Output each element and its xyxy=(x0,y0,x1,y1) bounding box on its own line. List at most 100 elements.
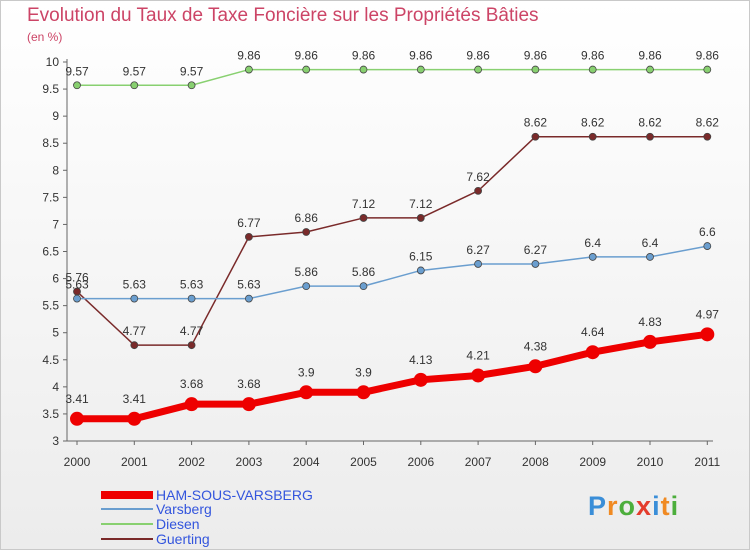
data-label: 4.83 xyxy=(638,315,662,329)
data-label: 6.4 xyxy=(584,236,601,250)
data-point xyxy=(528,359,543,374)
data-point xyxy=(359,282,368,291)
data-label: 6.27 xyxy=(466,243,490,257)
x-tick-label: 2004 xyxy=(293,455,320,469)
chart-title: Evolution du Taux de Taxe Foncière sur l… xyxy=(27,5,539,26)
y-tick-label: 4 xyxy=(52,380,59,394)
data-label: 8.62 xyxy=(524,116,548,130)
legend-label: Varsberg xyxy=(156,500,212,517)
logo-letter: i xyxy=(670,491,680,521)
legend-swatch xyxy=(101,507,153,510)
data-label: 9.86 xyxy=(237,49,261,63)
data-point xyxy=(241,397,256,412)
x-tick-label: 2002 xyxy=(178,455,205,469)
legend-label: HAM-SOUS-VARSBERG xyxy=(156,486,313,503)
data-point xyxy=(531,132,540,141)
data-point xyxy=(299,385,314,400)
data-label: 9.57 xyxy=(65,64,89,78)
data-point xyxy=(643,334,657,349)
x-tick-label: 2001 xyxy=(121,455,148,469)
data-point xyxy=(356,385,371,400)
legend-item-diesen: Diesen xyxy=(101,516,200,532)
data-point xyxy=(70,411,84,426)
data-label: 6.27 xyxy=(524,243,548,257)
y-tick-label: 3 xyxy=(52,434,59,448)
y-tick-label: 3.5 xyxy=(42,407,59,421)
data-label: 9.86 xyxy=(466,49,490,63)
data-point xyxy=(359,214,368,222)
data-label: 8.62 xyxy=(581,116,605,130)
x-tick-label: 2006 xyxy=(407,455,434,469)
x-tick-label: 2007 xyxy=(465,455,492,469)
data-label: 3.9 xyxy=(355,365,372,379)
data-point xyxy=(703,132,712,141)
x-tick-label: 2011 xyxy=(694,455,720,469)
y-tick-label: 5 xyxy=(52,326,59,340)
data-point xyxy=(531,65,540,74)
data-label: 5.86 xyxy=(352,265,376,279)
x-tick-label: 2003 xyxy=(236,455,263,469)
data-label: 7.12 xyxy=(409,197,433,211)
data-point xyxy=(127,411,142,426)
y-tick-label: 6.5 xyxy=(42,245,59,259)
data-point xyxy=(130,81,139,90)
y-tick-label: 9.5 xyxy=(42,82,59,96)
data-label: 5.63 xyxy=(180,278,204,292)
data-label: 6.77 xyxy=(237,216,261,230)
y-tick-label: 4.5 xyxy=(42,353,59,367)
data-point xyxy=(416,266,425,275)
y-tick-label: 7.5 xyxy=(42,190,59,204)
data-label: 7.12 xyxy=(352,197,376,211)
data-point xyxy=(413,372,428,387)
data-label: 9.86 xyxy=(295,49,319,63)
data-point xyxy=(187,294,196,303)
legend-label: Guerting xyxy=(156,530,210,547)
data-point xyxy=(700,327,715,342)
data-point xyxy=(130,341,139,350)
data-point xyxy=(302,65,311,74)
data-point xyxy=(531,260,540,268)
legend-item-varsberg: Varsberg xyxy=(101,500,212,517)
legend-item-ham-sous-varsberg: HAM-SOUS-VARSBERG xyxy=(101,486,313,503)
legend-swatch xyxy=(101,490,153,499)
data-label: 5.63 xyxy=(123,278,147,292)
data-point xyxy=(588,132,597,141)
logo-letter: i xyxy=(652,491,661,521)
data-point xyxy=(244,294,253,303)
y-tick-label: 9 xyxy=(52,109,59,123)
data-label: 3.68 xyxy=(237,377,261,391)
data-label: 5.76 xyxy=(65,271,89,285)
data-label: 4.13 xyxy=(409,353,433,367)
data-label: 4.21 xyxy=(466,348,490,362)
data-point xyxy=(703,65,712,74)
data-point xyxy=(244,65,253,74)
x-tick-label: 2005 xyxy=(350,455,377,469)
data-point xyxy=(244,232,253,241)
x-tick-label: 2010 xyxy=(637,455,664,469)
data-point xyxy=(187,341,196,350)
data-label: 4.64 xyxy=(581,325,605,339)
data-label: 5.86 xyxy=(295,265,319,279)
unit-label: (en %) xyxy=(27,30,63,44)
data-label: 9.86 xyxy=(352,49,376,63)
data-point xyxy=(646,65,654,74)
series-line xyxy=(77,330,708,423)
data-label: 5.63 xyxy=(237,278,261,292)
data-label: 6.15 xyxy=(409,249,433,263)
data-point xyxy=(585,345,600,360)
data-label: 7.62 xyxy=(466,170,490,184)
x-tick-label: 2009 xyxy=(579,455,606,469)
data-label: 4.97 xyxy=(696,307,720,321)
data-label: 6.4 xyxy=(642,236,659,250)
y-tick-label: 6 xyxy=(52,272,59,286)
data-point xyxy=(73,81,81,90)
data-label: 9.86 xyxy=(696,49,720,63)
data-point xyxy=(471,368,486,383)
data-label: 4.77 xyxy=(180,324,204,338)
legend-item-guerting: Guerting xyxy=(101,530,210,547)
data-point xyxy=(187,81,196,90)
y-tick-label: 7 xyxy=(52,217,59,231)
data-point xyxy=(302,282,311,291)
data-point xyxy=(302,228,311,236)
